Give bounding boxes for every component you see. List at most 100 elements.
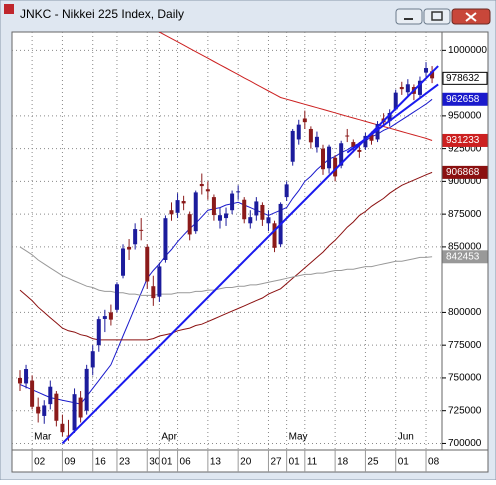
y-tick-label: 725000 (448, 405, 482, 416)
x-tick-label: 20 (240, 457, 252, 468)
candle-body (217, 215, 222, 221)
x-tick-label: 23 (119, 457, 131, 468)
y-tick-label: 775000 (448, 340, 482, 351)
moving-average-line (19, 246, 433, 296)
candle-body (327, 146, 332, 169)
last-value-tag (442, 165, 488, 179)
candle-body (199, 184, 204, 187)
candle-body (127, 246, 132, 250)
last-value-label: 962658 (446, 94, 480, 105)
candle-body (163, 218, 168, 260)
candle-body (290, 130, 295, 162)
y-tick-label: 950000 (448, 111, 482, 122)
y-tick-label: 925000 (448, 143, 482, 154)
plot-content (12, 32, 442, 450)
last-value-tag (442, 133, 488, 147)
close-icon (465, 12, 477, 22)
last-value-tag (442, 92, 488, 106)
app-icon (4, 4, 14, 14)
candle-body (18, 377, 22, 384)
candle-body (133, 229, 138, 245)
candle-body (308, 128, 313, 143)
moving-average-line (19, 171, 433, 341)
minimize-icon (404, 18, 413, 20)
y-tick-label: 800000 (448, 307, 482, 318)
candle-body (175, 200, 180, 213)
candle-body (417, 80, 422, 95)
candle-body (375, 123, 380, 140)
candle-body (405, 84, 410, 93)
y-tick-label: 1000000 (448, 45, 487, 56)
candle-body (266, 217, 271, 224)
candle-body (121, 248, 126, 276)
candle-body (321, 148, 325, 170)
x-tick-label: 01 (289, 457, 301, 468)
candle-body (102, 316, 107, 319)
candle-body (424, 68, 429, 73)
minimize-button[interactable] (395, 8, 423, 25)
candle-body (84, 368, 89, 411)
candle-body (363, 135, 368, 148)
y-tick-label: 750000 (448, 373, 482, 384)
plot-area (11, 31, 443, 451)
candle-body (248, 217, 253, 224)
candle-body (145, 246, 150, 282)
candle-body (254, 201, 259, 216)
candle-body (302, 118, 307, 123)
x-tick-label: 01 (398, 457, 410, 468)
x-tick-label: 16 (95, 457, 107, 468)
candle-body (169, 210, 174, 215)
month-label: May (289, 432, 308, 443)
candle-body (60, 423, 65, 433)
last-value-label: 978632 (446, 73, 480, 84)
x-tick-label: 13 (210, 457, 222, 468)
candle-body (114, 284, 119, 310)
y-tick-label: 850000 (448, 242, 482, 253)
candle-body (96, 319, 101, 346)
x-tick-label: 11 (307, 457, 318, 468)
window-title: JNKC - Nikkei 225 Index, Daily (20, 7, 184, 21)
last-value-label: 842453 (446, 251, 480, 262)
y-tick-label: 900000 (448, 176, 482, 187)
maximize-button[interactable] (423, 8, 451, 25)
x-tick-label: 25 (367, 457, 379, 468)
candle-body (230, 193, 235, 211)
candle-body (345, 135, 350, 137)
x-tick-label: 08 (428, 457, 440, 468)
x-tick-label: 06 (180, 457, 192, 468)
x-tick-label: 30 (149, 457, 161, 468)
candle-body (72, 394, 77, 431)
candle-body (357, 149, 362, 152)
candle-body (108, 312, 113, 320)
candle-body (157, 266, 162, 297)
candle-body (36, 406, 41, 414)
candle-body (24, 369, 29, 384)
y-tick-label: 700000 (448, 438, 482, 449)
candle-body (224, 213, 229, 219)
candle-body (339, 143, 344, 166)
maximize-icon (431, 11, 443, 21)
candle-body (211, 197, 216, 216)
x-tick-label: 27 (270, 457, 282, 468)
candle-body (236, 191, 241, 193)
x-axis-strip (11, 449, 489, 473)
candle-body (30, 380, 35, 407)
candle-body (296, 124, 301, 140)
candle-body (242, 199, 247, 220)
candle-body (387, 112, 392, 122)
candle-body (193, 192, 198, 232)
last-value-label: 931233 (446, 135, 480, 146)
last-value-tag (442, 71, 488, 85)
x-tick-label: 01 (161, 457, 173, 468)
candle-body (181, 201, 186, 204)
month-label: Mar (34, 432, 52, 443)
last-value-tag (442, 250, 488, 264)
candle-body (42, 405, 47, 416)
moving-average-line (158, 32, 433, 141)
candle-body (430, 71, 435, 79)
candle-body (54, 393, 59, 421)
x-tick-label: 18 (337, 457, 349, 468)
candle-body (139, 229, 144, 231)
candle-body (90, 351, 95, 368)
